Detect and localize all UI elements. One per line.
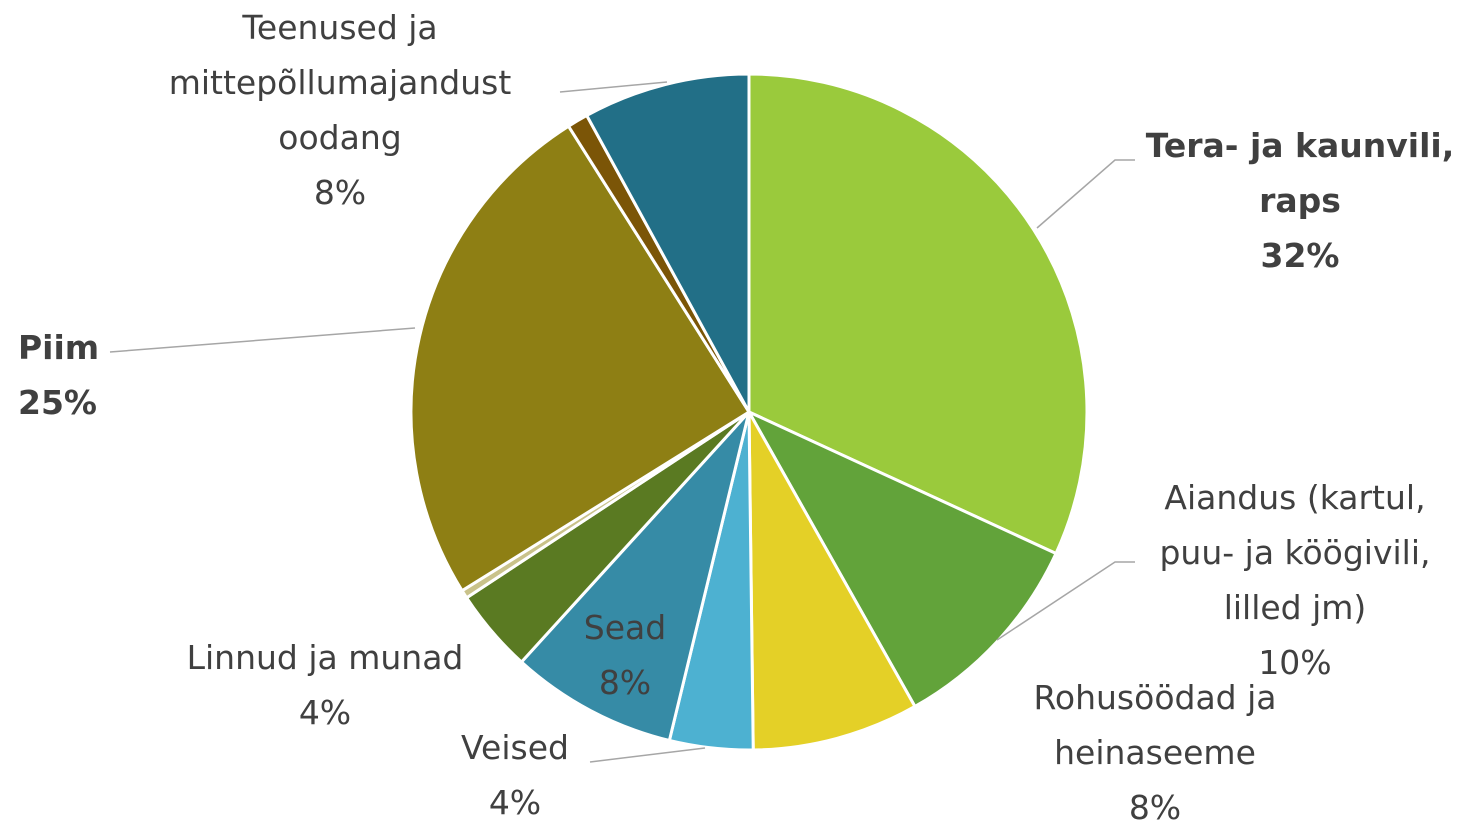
pie-slice [584,72,751,413]
pie-slice [409,124,752,593]
category-label: Aiandus (kartul, puu- ja köögivili, lill… [1159,478,1431,627]
category-label: Linnud ja munad [186,638,464,677]
value-label: 10% [1258,643,1332,682]
slice-label: Rohusöödad ja heinaseeme 8% [995,670,1315,820]
pie-slice [519,410,751,743]
value-label: 8% [1128,788,1182,820]
value-label: 4% [488,783,542,820]
leader-line [589,747,706,763]
value-label: 8% [313,173,367,212]
leader-line [1036,159,1135,229]
slice-label: Teenused ja mittepõllumajandust oodang 8% [130,0,550,220]
slice-label: Piim 25% [18,320,148,430]
slice-label: Linnud ja munad 4% [155,630,495,740]
category-label: Piim [18,328,100,367]
value-label: 8% [598,663,652,702]
leader-line [996,561,1135,641]
pie-slice [747,411,917,752]
category-label: Tera- ja kaunvili, raps [1145,126,1455,220]
slice-label: Sead 8% [550,600,700,710]
value-label: 4% [298,693,352,732]
leader-line [559,81,668,93]
slice-label: Veised 4% [415,720,615,820]
category-label: Rohusöödad ja heinaseeme [1033,678,1277,772]
value-label: 32% [1260,236,1340,275]
leader-line [109,327,416,353]
slice-label: Tera- ja kaunvili, raps 32% [1130,118,1470,283]
category-label: Sead [583,608,667,647]
value-label: 25% [18,383,97,422]
category-label: Teenused ja mittepõllumajandust oodang [168,8,512,157]
category-label: Veised [461,728,569,767]
pie-slice [745,408,1058,709]
pie-slice [747,72,1089,556]
slice-label: Aiandus (kartul, puu- ja köögivili, lill… [1125,470,1465,690]
